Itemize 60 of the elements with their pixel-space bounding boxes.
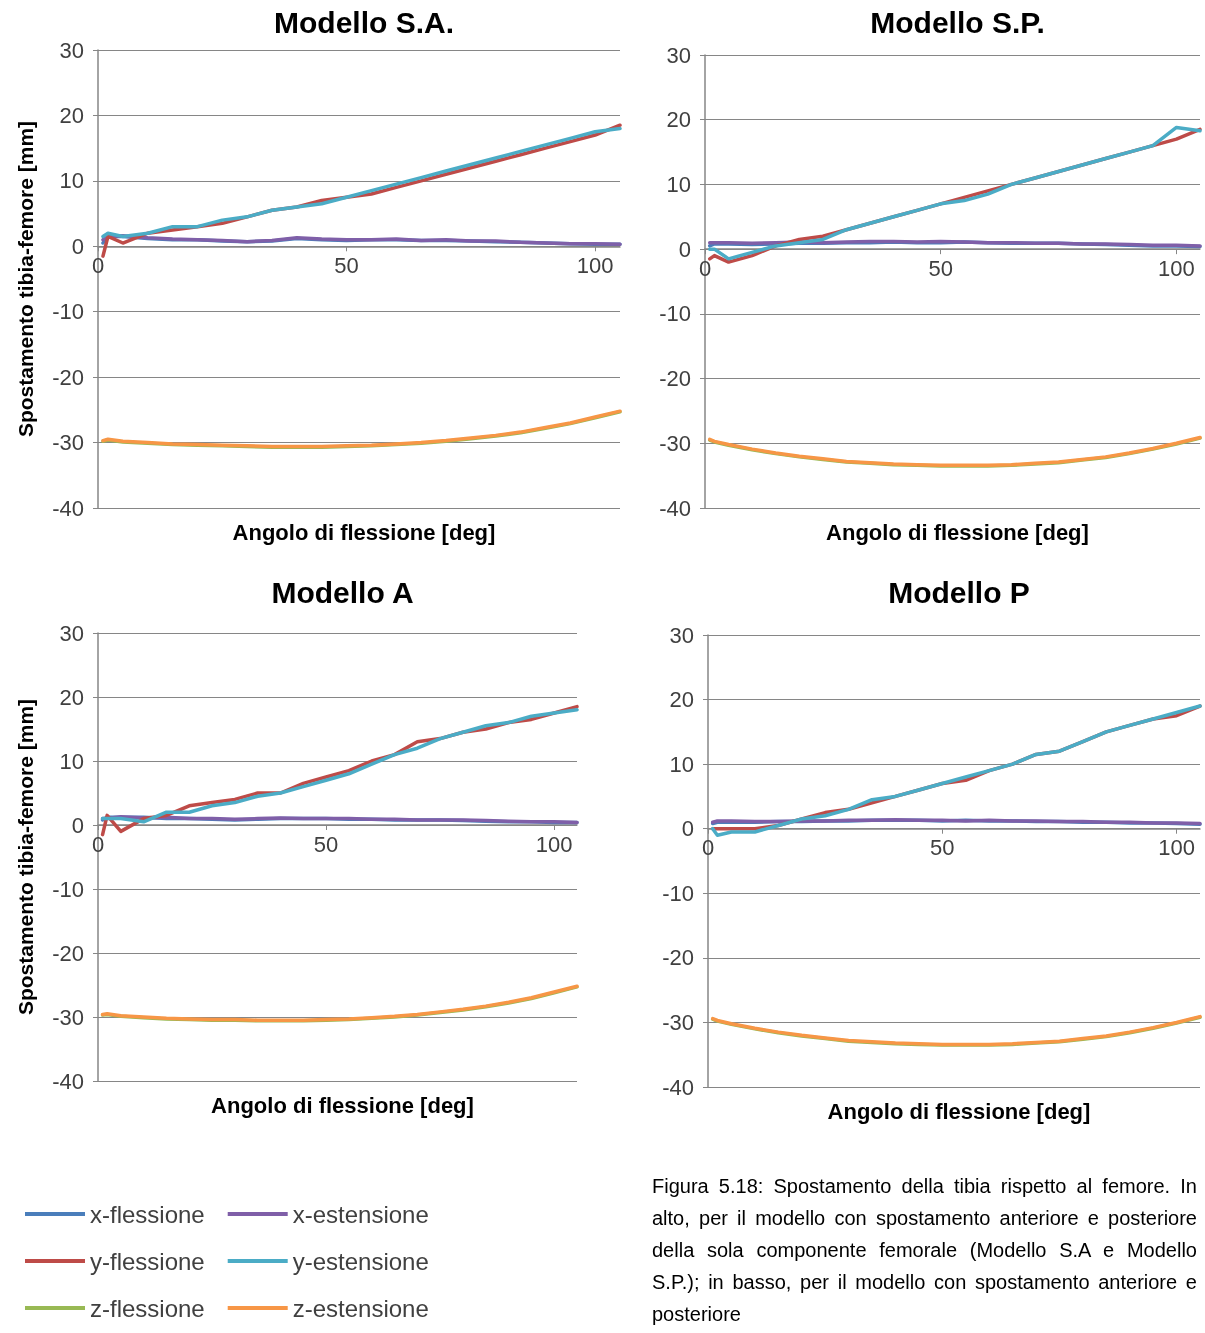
y-tick-label: -10 <box>52 299 84 325</box>
y-tick-label: -10 <box>52 876 84 902</box>
text: Figura 5.18: Spostamento della tibia rispetto al femore. In alto, per il modello con spostamento anteriore e posteriore della sola componente femorale (Modello S.A e Modello S.P.); in basso, per il modello con spostamento anteriore e posteriore <box>652 1174 1197 1327</box>
y-tick-label: 20 <box>669 687 694 713</box>
x-tick-label: 100 <box>1158 255 1195 281</box>
y-tick-label: -20 <box>662 945 694 971</box>
x-tick-label: 50 <box>313 831 339 857</box>
x-tick-label: 100 <box>576 252 614 278</box>
y-tick-label: 30 <box>59 37 84 63</box>
legend-label: z-estensione <box>292 1294 429 1322</box>
y-tick-label: 30 <box>666 42 691 68</box>
x-tick-label: 50 <box>928 255 953 281</box>
y-tick-label: -40 <box>52 495 84 521</box>
y-tick-label: 20 <box>59 102 84 128</box>
y-tick-label: -10 <box>659 301 691 327</box>
x-axis-title: Angolo di flessione [deg] <box>232 519 496 545</box>
x-tick-label: 0 <box>698 255 712 281</box>
y-tick-label: -30 <box>659 430 691 456</box>
x-axis-title: Angolo di flessione [deg] <box>827 1098 1091 1124</box>
y-tick-label: -40 <box>662 1074 694 1100</box>
y-tick-label: -20 <box>659 366 691 392</box>
x-tick-label: 0 <box>91 252 105 278</box>
y-tick-label: 10 <box>59 748 84 774</box>
chart-title: Modello P <box>888 575 1030 609</box>
x-tick-label: 100 <box>1158 835 1195 861</box>
legend-label: x-estensione <box>292 1200 429 1228</box>
chart-title: Modello A <box>271 575 414 609</box>
legend-label: z-flessione <box>90 1294 205 1322</box>
y-tick-label: 20 <box>59 684 84 710</box>
x-tick-label: 100 <box>535 831 573 857</box>
legend-label: x-flessione <box>90 1200 205 1228</box>
y-tick-label: -30 <box>52 1004 84 1030</box>
y-tick-label: 10 <box>59 168 84 194</box>
x-tick-label: 50 <box>930 835 955 861</box>
chart-title: Modello S.P. <box>870 5 1045 39</box>
y-tick-label: -20 <box>52 364 84 390</box>
y-tick-label: 0 <box>71 812 84 838</box>
x-tick-label: 0 <box>91 831 105 857</box>
x-tick-label: 0 <box>701 835 715 861</box>
chart-title: Modello S.A. <box>274 5 454 39</box>
x-tick-label: 50 <box>334 252 359 278</box>
y-tick-label: 10 <box>669 751 694 777</box>
y-tick-label: 30 <box>669 622 694 648</box>
x-axis-title: Angolo di flessione [deg] <box>826 519 1089 545</box>
x-axis-title: Angolo di flessione [deg] <box>211 1092 474 1118</box>
y-tick-label: 10 <box>666 171 691 197</box>
y-axis-title: Spostamento tibia-femore [mm] <box>14 120 37 438</box>
y-tick-label: 20 <box>666 107 691 133</box>
y-tick-label: -30 <box>662 1009 694 1035</box>
y-tick-label: 0 <box>71 233 84 259</box>
y-tick-label: -30 <box>52 430 84 456</box>
y-tick-label: -40 <box>52 1068 84 1094</box>
y-tick-label: -40 <box>659 495 691 521</box>
y-tick-label: -10 <box>662 880 694 906</box>
legend-label: y-flessione <box>90 1247 205 1275</box>
legend-label: y-estensione <box>292 1247 429 1275</box>
y-tick-label: -20 <box>52 940 84 966</box>
y-axis-title: Spostamento tibia-femore [mm] <box>14 698 37 1016</box>
y-tick-label: 30 <box>59 620 84 646</box>
y-tick-label: 0 <box>678 236 691 262</box>
